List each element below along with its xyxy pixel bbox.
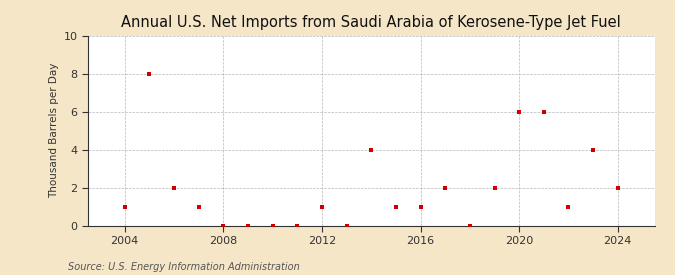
Point bbox=[563, 204, 574, 209]
Point bbox=[218, 223, 229, 228]
Point bbox=[366, 147, 377, 152]
Point bbox=[292, 223, 302, 228]
Point bbox=[415, 204, 426, 209]
Point bbox=[267, 223, 278, 228]
Point bbox=[489, 185, 500, 190]
Point bbox=[514, 109, 524, 114]
Point bbox=[612, 185, 623, 190]
Y-axis label: Thousand Barrels per Day: Thousand Barrels per Day bbox=[49, 63, 59, 198]
Point bbox=[193, 204, 204, 209]
Point bbox=[119, 204, 130, 209]
Point bbox=[144, 72, 155, 76]
Point bbox=[464, 223, 475, 228]
Point bbox=[317, 204, 327, 209]
Point bbox=[341, 223, 352, 228]
Point bbox=[539, 109, 549, 114]
Point bbox=[169, 185, 180, 190]
Text: Source: U.S. Energy Information Administration: Source: U.S. Energy Information Administ… bbox=[68, 262, 299, 272]
Point bbox=[440, 185, 451, 190]
Point bbox=[588, 147, 599, 152]
Title: Annual U.S. Net Imports from Saudi Arabia of Kerosene-Type Jet Fuel: Annual U.S. Net Imports from Saudi Arabi… bbox=[122, 15, 621, 31]
Point bbox=[242, 223, 253, 228]
Point bbox=[391, 204, 402, 209]
